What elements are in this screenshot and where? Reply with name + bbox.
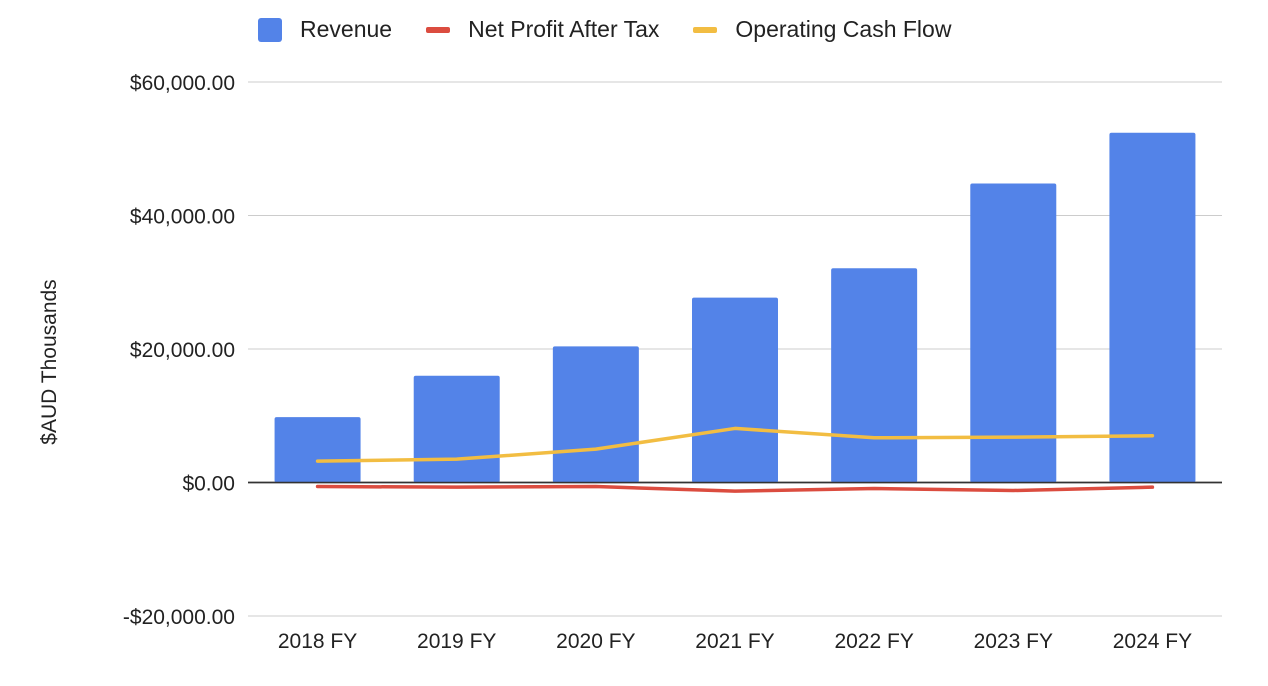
y-tick-label: $40,000.00	[130, 206, 235, 229]
legend-item-operating-cash-flow: Operating Cash Flow	[693, 16, 951, 43]
line-net-profit-after-tax	[315, 484, 1155, 493]
bar-revenue	[413, 375, 500, 483]
x-tick-label: 2018 FY	[278, 630, 357, 653]
y-tick-label: -$20,000.00	[123, 606, 235, 629]
y-axis-title: $AUD Thousands	[38, 279, 61, 444]
legend-label-operating-cash-flow: Operating Cash Flow	[735, 16, 952, 42]
y-tick-label: $60,000.00	[130, 72, 235, 95]
legend: Revenue Net Profit After Tax Operating C…	[258, 16, 985, 43]
x-tick-label: 2021 FY	[695, 630, 774, 653]
y-tick-label: $20,000.00	[130, 339, 235, 362]
bar-revenue	[274, 417, 361, 483]
bar-revenue	[552, 346, 639, 483]
x-tick-label: 2019 FY	[417, 630, 496, 653]
line-operating-cash-flow	[315, 426, 1155, 463]
bar-revenue	[831, 268, 918, 483]
x-tick-label: 2024 FY	[1113, 630, 1192, 653]
bar-revenue	[692, 297, 778, 483]
y-tick-label: $0.00	[182, 473, 235, 496]
legend-label-net-profit: Net Profit After Tax	[468, 16, 660, 42]
legend-swatch-net-profit	[426, 26, 451, 33]
legend-item-revenue: Revenue	[258, 16, 392, 43]
x-tick-label: 2020 FY	[556, 630, 635, 653]
x-tick-label: 2022 FY	[834, 630, 913, 653]
legend-swatch-operating-cash-flow	[693, 26, 718, 33]
bar-revenue	[970, 183, 1057, 483]
legend-swatch-revenue	[258, 17, 282, 42]
legend-item-net-profit: Net Profit After Tax	[426, 16, 659, 43]
legend-label-revenue: Revenue	[300, 16, 393, 42]
x-tick-label: 2023 FY	[974, 630, 1053, 653]
bar-revenue	[1109, 132, 1196, 483]
